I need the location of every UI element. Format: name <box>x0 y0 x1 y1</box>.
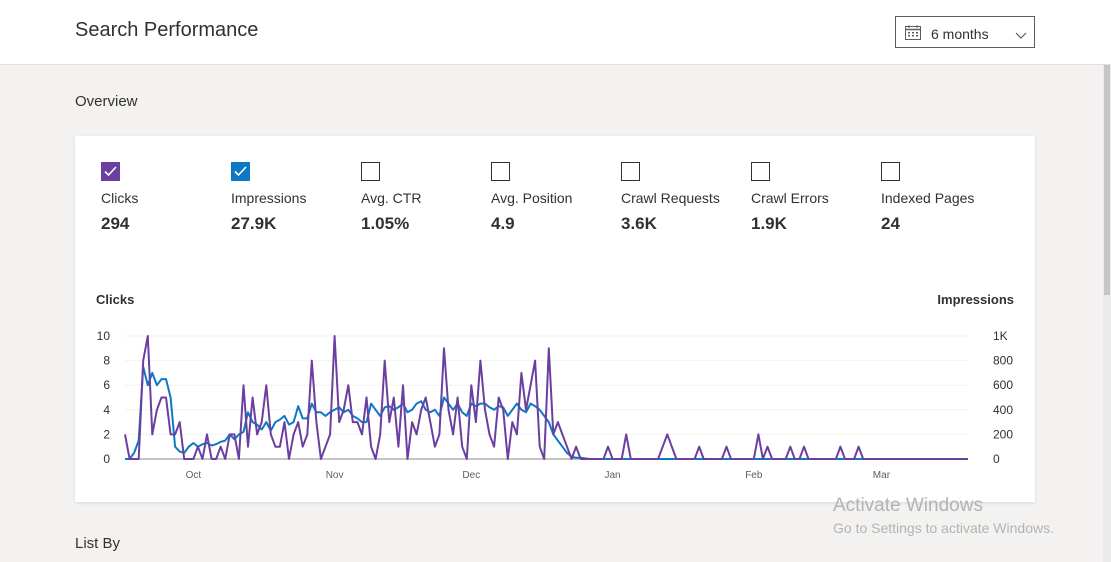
metric-label: Crawl Errors <box>751 190 829 206</box>
watermark-line-1: Activate Windows <box>833 495 983 516</box>
metric-value: 1.05% <box>361 214 410 233</box>
left-tick-label: 8 <box>103 354 110 368</box>
metric-avg-ctr-checkbox[interactable] <box>361 162 380 181</box>
metric-value: 3.6K <box>621 214 657 233</box>
top-bar: Search Performance 6 months <box>0 0 1111 65</box>
metric-value: 1.9K <box>751 214 787 233</box>
metric-crawl-requests: Crawl Requests 3.6K <box>621 162 746 234</box>
metric-avg-position-checkbox[interactable] <box>491 162 510 181</box>
metric-clicks-checkbox[interactable] <box>101 162 120 181</box>
left-axis-title: Clicks <box>96 292 134 307</box>
page-scrollbar[interactable] <box>1103 65 1111 562</box>
metric-value: 24 <box>881 214 900 233</box>
metric-crawl-errors-checkbox[interactable] <box>751 162 770 181</box>
metric-avg-position: Avg. Position 4.9 <box>491 162 616 234</box>
metric-label: Crawl Requests <box>621 190 720 206</box>
calendar-icon <box>905 25 921 45</box>
metric-label: Avg. CTR <box>361 190 422 206</box>
time-range-value: 6 months <box>931 26 989 42</box>
performance-chart: Clicks Impressions 0 0 2 200 4 400 6 600 8 800 10 1K O… <box>96 292 1014 481</box>
right-tick-label: 0 <box>993 452 1000 466</box>
x-tick-label: Jan <box>605 470 621 481</box>
metric-label: Avg. Position <box>491 190 573 206</box>
metric-impressions: Impressions 27.9K <box>231 162 356 234</box>
right-tick-label: 200 <box>993 427 1013 441</box>
clicks-series-line <box>124 335 968 460</box>
left-tick-label: 2 <box>103 427 110 441</box>
right-tick-label: 1K <box>993 329 1008 343</box>
left-tick-label: 6 <box>103 378 110 392</box>
checkmark-icon <box>104 166 117 177</box>
metric-label: Indexed Pages <box>881 190 975 206</box>
x-tick-label: Feb <box>745 470 763 481</box>
x-tick-label: Oct <box>186 470 202 481</box>
metric-clicks: Clicks 294 <box>101 162 226 234</box>
metric-crawl-errors: Crawl Errors 1.9K <box>751 162 876 234</box>
x-tick-label: Nov <box>326 470 344 481</box>
right-tick-label: 400 <box>993 403 1013 417</box>
activate-windows-watermark: Activate Windows Go to Settings to activ… <box>833 495 1054 536</box>
chevron-down-icon <box>1015 27 1027 45</box>
time-range-dropdown[interactable]: 6 months <box>895 16 1035 48</box>
scrollbar-thumb[interactable] <box>1104 65 1110 295</box>
x-tick-label: Mar <box>873 470 891 481</box>
metric-impressions-checkbox[interactable] <box>231 162 250 181</box>
right-tick-label: 800 <box>993 354 1013 368</box>
x-tick-label: Dec <box>462 470 480 481</box>
metric-value: 27.9K <box>231 214 277 233</box>
left-tick-label: 10 <box>97 329 111 343</box>
overview-title: Overview <box>75 93 138 110</box>
overview-card: Clicks 294 Impressions 27.9K Avg. CTR 1.05% Av… <box>75 136 1035 502</box>
page-title: Search Performance <box>75 19 259 41</box>
metric-value: 4.9 <box>491 214 515 233</box>
metric-value: 294 <box>101 214 130 233</box>
metric-indexed-pages-checkbox[interactable] <box>881 162 900 181</box>
list-by-title: List By <box>75 535 121 552</box>
metric-avg-ctr: Avg. CTR 1.05% <box>361 162 486 234</box>
metric-indexed-pages: Indexed Pages 24 <box>881 162 1006 234</box>
right-axis-title: Impressions <box>937 292 1014 307</box>
left-tick-label: 4 <box>103 403 110 417</box>
watermark-line-2: Go to Settings to activate Windows. <box>833 520 1054 536</box>
metric-label: Clicks <box>101 190 139 206</box>
checkmark-icon <box>234 166 247 177</box>
metric-label: Impressions <box>231 190 307 206</box>
metric-crawl-requests-checkbox[interactable] <box>621 162 640 181</box>
left-tick-label: 0 <box>103 452 110 466</box>
right-tick-label: 600 <box>993 378 1013 392</box>
